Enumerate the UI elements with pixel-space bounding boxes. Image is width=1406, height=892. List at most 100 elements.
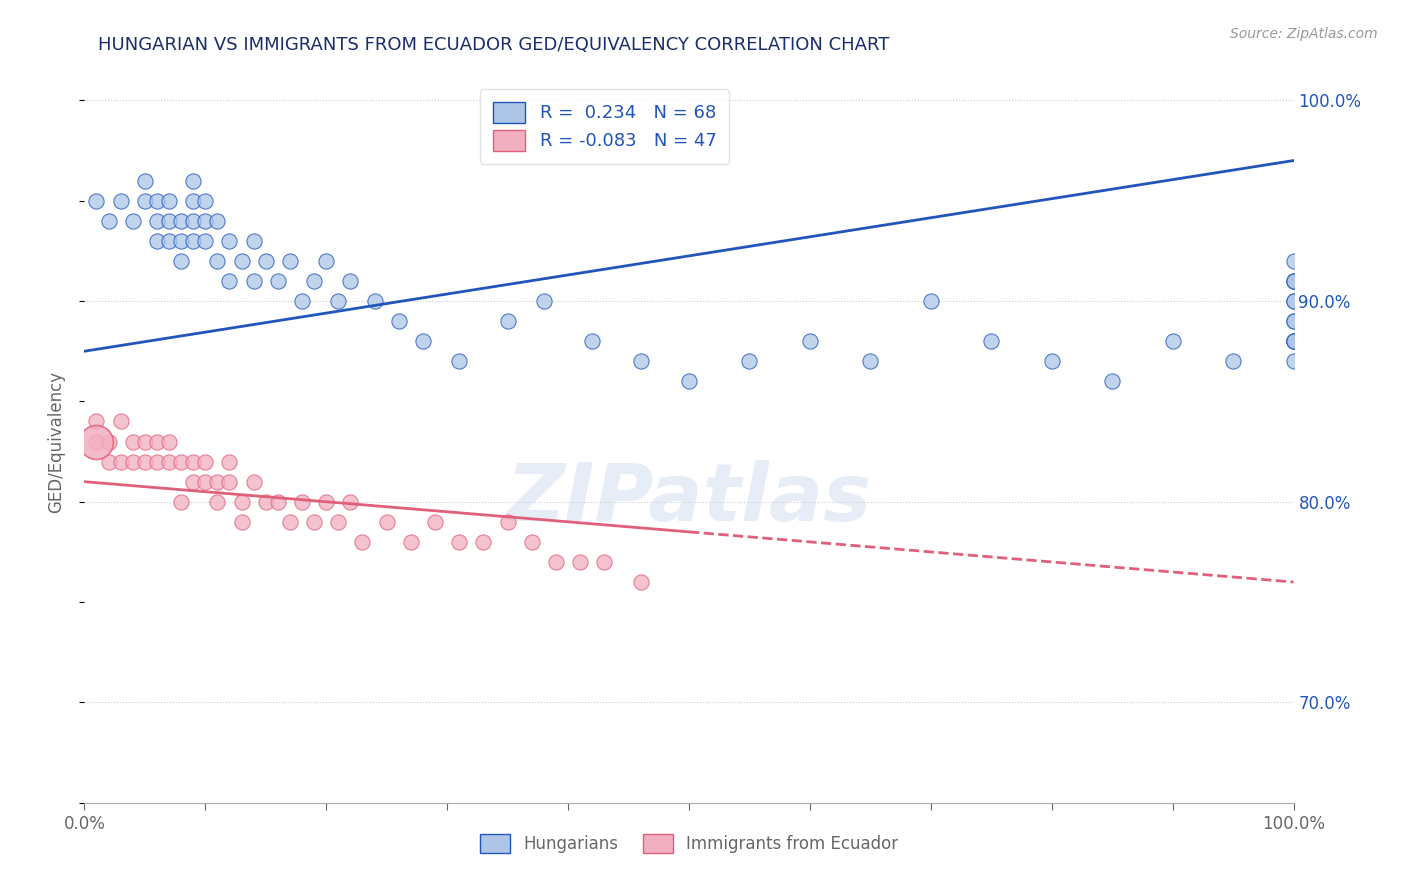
Text: HUNGARIAN VS IMMIGRANTS FROM ECUADOR GED/EQUIVALENCY CORRELATION CHART: HUNGARIAN VS IMMIGRANTS FROM ECUADOR GED…	[98, 36, 890, 54]
Point	[315, 494, 337, 508]
Point	[449, 354, 471, 368]
Point	[339, 274, 361, 288]
Point	[472, 534, 495, 549]
Point	[134, 194, 156, 208]
Point	[146, 234, 169, 248]
Point	[242, 274, 264, 288]
Point	[593, 555, 616, 569]
Point	[86, 434, 108, 449]
Point	[86, 414, 108, 428]
Point	[146, 454, 169, 468]
Point	[242, 234, 264, 248]
Point	[207, 213, 229, 227]
Point	[157, 213, 180, 227]
Point	[291, 494, 314, 508]
Point	[110, 454, 132, 468]
Point	[363, 293, 385, 308]
Point	[267, 494, 290, 508]
Point	[1282, 253, 1305, 268]
Legend: Hungarians, Immigrants from Ecuador: Hungarians, Immigrants from Ecuador	[472, 827, 905, 860]
Point	[170, 454, 193, 468]
Point	[146, 213, 169, 227]
Point	[218, 234, 240, 248]
Point	[146, 194, 169, 208]
Point	[170, 213, 193, 227]
Point	[1282, 334, 1305, 348]
Point	[121, 454, 143, 468]
Y-axis label: GED/Equivalency: GED/Equivalency	[48, 370, 66, 513]
Point	[157, 234, 180, 248]
Point	[980, 334, 1002, 348]
Point	[278, 253, 301, 268]
Point	[194, 194, 217, 208]
Point	[630, 574, 652, 589]
Point	[157, 194, 180, 208]
Point	[121, 434, 143, 449]
Point	[194, 454, 217, 468]
Point	[231, 515, 253, 529]
Point	[267, 274, 290, 288]
Point	[157, 454, 180, 468]
Point	[1282, 274, 1305, 288]
Point	[181, 454, 204, 468]
Point	[134, 434, 156, 449]
Point	[1282, 293, 1305, 308]
Point	[110, 194, 132, 208]
Point	[581, 334, 603, 348]
Point	[423, 515, 446, 529]
Point	[194, 475, 217, 489]
Point	[520, 534, 543, 549]
Point	[97, 213, 120, 227]
Point	[399, 534, 422, 549]
Point	[1161, 334, 1184, 348]
Point	[315, 253, 337, 268]
Point	[97, 454, 120, 468]
Point	[207, 253, 229, 268]
Point	[630, 354, 652, 368]
Point	[231, 253, 253, 268]
Text: Source: ZipAtlas.com: Source: ZipAtlas.com	[1230, 27, 1378, 41]
Point	[1282, 334, 1305, 348]
Point	[569, 555, 592, 569]
Point	[1040, 354, 1063, 368]
Point	[328, 293, 350, 308]
Point	[170, 253, 193, 268]
Point	[181, 194, 204, 208]
Point	[375, 515, 398, 529]
Point	[207, 494, 229, 508]
Point	[496, 515, 519, 529]
Point	[254, 494, 277, 508]
Point	[278, 515, 301, 529]
Point	[352, 534, 374, 549]
Point	[218, 454, 240, 468]
Point	[1282, 334, 1305, 348]
Point	[738, 354, 761, 368]
Point	[859, 354, 882, 368]
Point	[678, 374, 700, 388]
Point	[1282, 334, 1305, 348]
Point	[302, 515, 325, 529]
Point	[181, 173, 204, 187]
Point	[1282, 293, 1305, 308]
Point	[134, 454, 156, 468]
Point	[533, 293, 555, 308]
Point	[194, 213, 217, 227]
Point	[920, 293, 942, 308]
Point	[170, 494, 193, 508]
Point	[231, 494, 253, 508]
Point	[1282, 314, 1305, 328]
Point	[207, 475, 229, 489]
Point	[218, 274, 240, 288]
Point	[86, 434, 108, 449]
Point	[496, 314, 519, 328]
Point	[302, 274, 325, 288]
Point	[1282, 354, 1305, 368]
Point	[339, 494, 361, 508]
Point	[1282, 314, 1305, 328]
Point	[1282, 274, 1305, 288]
Point	[1222, 354, 1244, 368]
Point	[170, 234, 193, 248]
Point	[291, 293, 314, 308]
Point	[181, 475, 204, 489]
Point	[254, 253, 277, 268]
